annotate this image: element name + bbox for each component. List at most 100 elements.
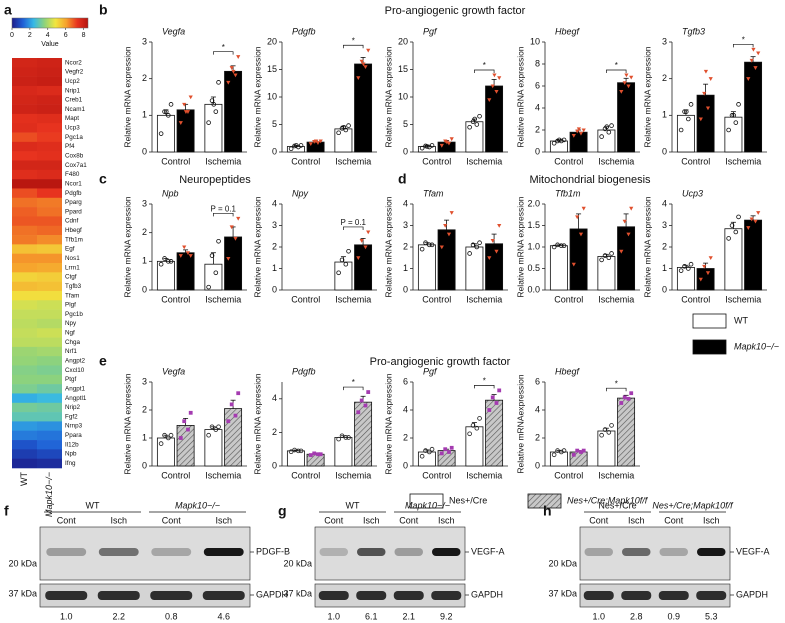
heatmap-cell <box>37 412 62 422</box>
row-label: Npy <box>65 320 77 327</box>
x-tick-label: Ischemia <box>598 294 634 304</box>
x-tick-label: Control <box>681 156 710 166</box>
data-point <box>626 84 631 89</box>
heatmap-cell <box>12 225 37 236</box>
data-point <box>609 423 614 428</box>
gapdh-band <box>202 591 245 600</box>
y-tick-label: 2 <box>272 241 277 251</box>
heatmap-cell <box>12 123 37 133</box>
row-label: Ucp2 <box>65 78 80 85</box>
heatmap-cell <box>12 58 37 68</box>
data-point <box>162 256 167 261</box>
significance-bracket <box>213 212 234 217</box>
legend-swatch <box>692 313 727 329</box>
y-tick-label: 4 <box>403 198 408 208</box>
significance-label: * <box>615 61 618 70</box>
lane-label: Cont <box>589 515 609 525</box>
data-point <box>609 251 614 256</box>
data-point <box>629 391 634 396</box>
data-point <box>705 106 711 111</box>
y-tick-label: 2 <box>662 241 667 251</box>
heatmap-cell <box>37 123 62 133</box>
lane-label: Cont <box>324 515 344 525</box>
data-point <box>449 211 454 215</box>
y-tick-label: 15 <box>267 64 277 74</box>
row-label: Nrip2 <box>65 404 81 411</box>
x-tick-label: Ischemia <box>205 294 241 304</box>
heatmap-cell <box>12 328 37 338</box>
y-tick-label: 2 <box>142 404 147 414</box>
row-label: Pf4 <box>65 143 75 150</box>
data-point <box>477 416 482 421</box>
data-point <box>686 266 691 271</box>
marker-label: 20 kDa <box>8 558 37 568</box>
heatmap-cell <box>37 188 62 199</box>
data-point <box>346 123 351 128</box>
data-point <box>756 211 761 215</box>
data-point <box>733 229 739 235</box>
bar <box>204 103 223 153</box>
data-point <box>229 225 234 230</box>
heatmap-cell <box>12 151 37 161</box>
y-tick-label: 2 <box>403 432 408 442</box>
data-point <box>178 436 183 440</box>
heatmap-cell <box>12 430 37 441</box>
data-point <box>487 98 492 103</box>
data-point <box>579 450 583 454</box>
row-label: Vegfr2 <box>65 69 84 76</box>
row-label: Pparg <box>65 199 82 206</box>
row-label: Ppara <box>65 432 82 439</box>
heatmap-cell <box>12 337 37 348</box>
y-tick-label: 2 <box>142 227 147 237</box>
panel-letter: d <box>398 171 407 187</box>
heatmap-cell <box>37 132 62 143</box>
data-point <box>427 242 432 248</box>
heatmap-cell <box>12 160 37 171</box>
target-label: VEGF-A <box>471 546 505 556</box>
blot-group-label: WT <box>86 500 100 510</box>
panel-letter: f <box>4 503 9 519</box>
significance-bracket <box>733 43 754 48</box>
heatmap-cell <box>37 402 62 413</box>
data-point <box>698 117 703 122</box>
y-tick-label: 3 <box>142 36 147 46</box>
target-band <box>319 548 348 556</box>
data-point <box>298 143 304 148</box>
y-tick-label: 2 <box>272 427 277 437</box>
heatmap-cell <box>12 169 37 180</box>
bar <box>417 451 436 467</box>
data-point <box>622 81 627 85</box>
data-point <box>366 390 371 394</box>
bar <box>224 70 243 153</box>
x-tick-label: Control <box>422 470 451 480</box>
row-label: Lrrn1 <box>65 264 80 271</box>
data-point <box>343 435 349 440</box>
heatmap-cell <box>37 151 62 161</box>
row-label: Ncor2 <box>65 59 82 66</box>
blot-group-label: Mapk10−/− <box>405 500 450 510</box>
y-tick-label: 3 <box>662 36 667 46</box>
target-band <box>432 548 461 556</box>
bar <box>334 128 353 153</box>
heatmap-cell <box>12 253 37 264</box>
heatmap-cell <box>37 216 62 227</box>
heatmap-cell <box>12 216 37 227</box>
data-point <box>581 128 586 133</box>
heatmap-cell <box>37 337 62 348</box>
data-point <box>624 73 629 78</box>
heatmap-cell <box>37 235 62 245</box>
data-point <box>178 121 183 125</box>
quant-label: 1.0 <box>327 611 340 621</box>
data-point <box>626 232 631 237</box>
y-tick-label: 0 <box>272 460 277 470</box>
heatmap-cell <box>12 207 37 217</box>
bar <box>485 243 504 291</box>
heatmap-cell <box>37 85 62 96</box>
data-point <box>162 432 167 438</box>
data-point <box>188 95 193 100</box>
heatmap-cell <box>37 356 62 366</box>
y-tick-label: 10 <box>267 91 277 101</box>
y-tick-label: 15 <box>398 64 408 74</box>
data-point <box>419 453 425 459</box>
